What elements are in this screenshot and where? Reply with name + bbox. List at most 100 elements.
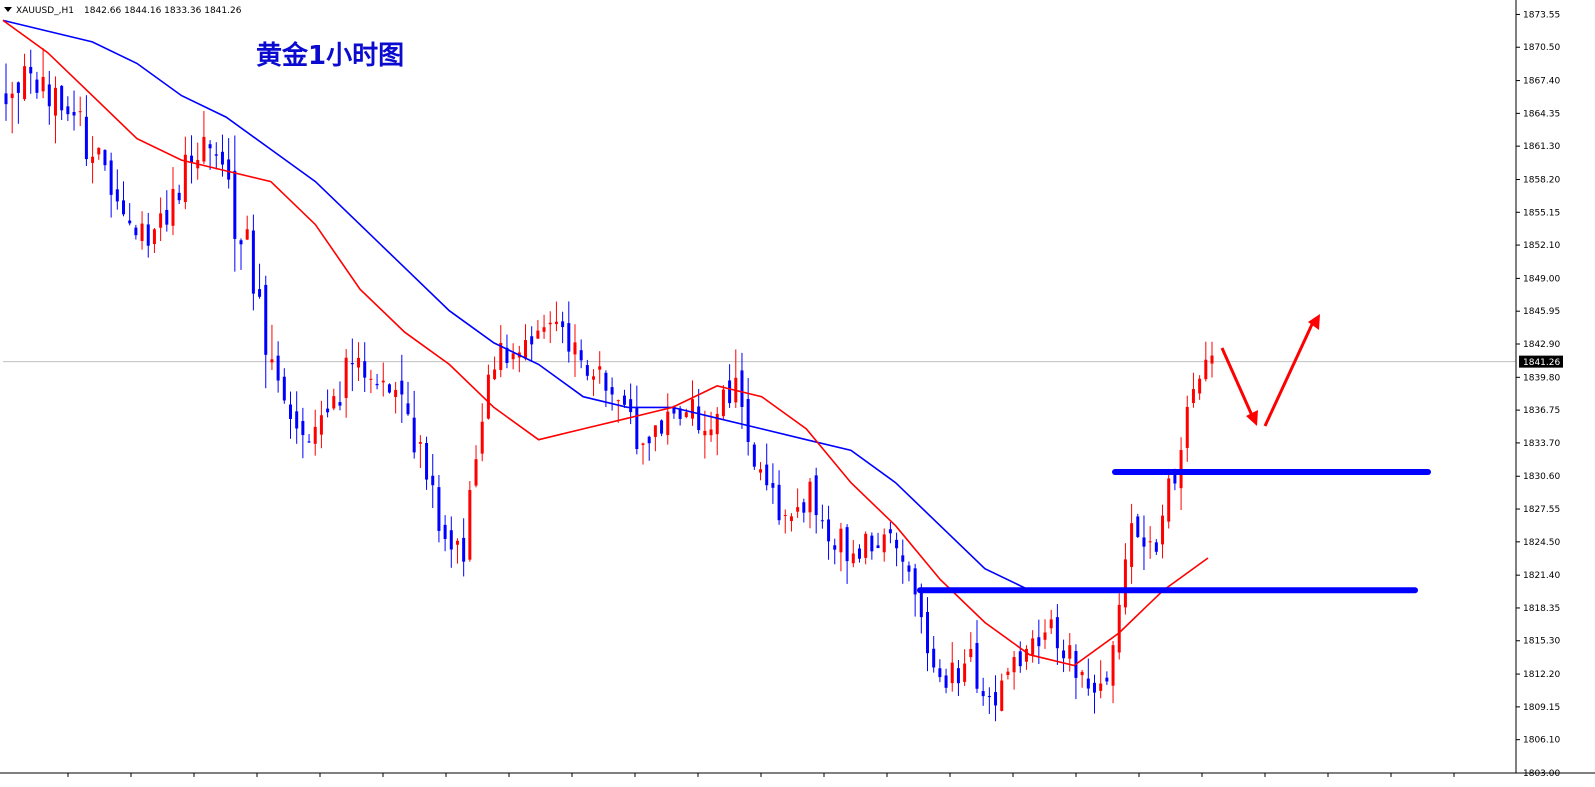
candle bbox=[462, 518, 466, 577]
down-arrow-stroke bbox=[1220, 347, 1256, 421]
candle bbox=[746, 378, 750, 456]
candle bbox=[122, 181, 126, 217]
candle bbox=[480, 403, 484, 462]
candle-body bbox=[140, 223, 144, 241]
candle bbox=[864, 531, 868, 565]
candle bbox=[969, 632, 973, 663]
candle-body bbox=[994, 692, 998, 706]
candle-body bbox=[468, 490, 472, 560]
candle-body bbox=[796, 507, 800, 512]
candle-body bbox=[183, 154, 187, 202]
candle-body bbox=[585, 365, 589, 376]
ma-slow-line bbox=[2, 19, 1208, 591]
candle-body bbox=[783, 514, 787, 516]
candle-body bbox=[678, 408, 682, 419]
candle-body bbox=[1130, 523, 1134, 567]
candle-body bbox=[109, 160, 113, 195]
candle bbox=[474, 445, 478, 488]
candle bbox=[146, 212, 150, 258]
candle-body bbox=[721, 389, 725, 417]
candle-body bbox=[72, 112, 76, 116]
candle bbox=[1111, 641, 1115, 704]
y-tick-label: 1861.30 bbox=[1523, 142, 1560, 152]
chevron-down-icon[interactable] bbox=[4, 7, 12, 12]
candle bbox=[1012, 651, 1016, 690]
candle bbox=[1086, 658, 1090, 696]
forecast-arrows bbox=[1220, 314, 1320, 427]
candle bbox=[857, 544, 861, 563]
candle bbox=[703, 410, 707, 459]
y-tick-label: 1864.35 bbox=[1523, 109, 1560, 119]
candle bbox=[357, 342, 361, 381]
candle-body bbox=[1185, 406, 1189, 448]
candle bbox=[23, 53, 27, 101]
candle-body bbox=[690, 399, 694, 419]
candle bbox=[975, 620, 979, 694]
candle-body bbox=[245, 229, 249, 240]
candle bbox=[833, 538, 837, 565]
candle-body bbox=[332, 396, 336, 409]
candle-body bbox=[641, 443, 645, 445]
candle bbox=[406, 381, 410, 416]
candle bbox=[140, 211, 144, 250]
y-tick-label: 1836.75 bbox=[1523, 406, 1560, 416]
candle-body bbox=[301, 420, 305, 436]
candle bbox=[159, 197, 163, 242]
candle bbox=[1055, 604, 1059, 665]
candle bbox=[759, 462, 763, 481]
candle bbox=[152, 228, 156, 253]
candle-body bbox=[647, 436, 651, 444]
candle bbox=[425, 436, 429, 490]
candle bbox=[369, 369, 373, 394]
candle-body bbox=[1142, 537, 1146, 547]
candle-body bbox=[1037, 637, 1041, 647]
candle-body bbox=[926, 612, 930, 654]
y-tick-label: 1803.00 bbox=[1523, 769, 1560, 779]
candle bbox=[1198, 375, 1202, 400]
candle bbox=[1210, 341, 1214, 378]
chart-header: XAUUSD_,H1 1842.66 1844.16 1833.36 1841.… bbox=[4, 6, 242, 16]
y-tick-label: 1855.15 bbox=[1523, 208, 1560, 218]
candle bbox=[610, 377, 614, 411]
candle-body bbox=[159, 213, 163, 228]
candle bbox=[165, 190, 169, 232]
candle bbox=[171, 167, 175, 236]
candle bbox=[604, 370, 608, 408]
candle-body bbox=[449, 530, 453, 550]
moving-averages bbox=[2, 19, 1209, 667]
candle bbox=[381, 362, 385, 397]
candle bbox=[47, 70, 51, 125]
candle-body bbox=[740, 370, 744, 408]
candle-body bbox=[202, 136, 206, 162]
candle-body bbox=[808, 481, 812, 513]
candle bbox=[1161, 504, 1165, 559]
candle bbox=[752, 442, 756, 470]
candle bbox=[932, 636, 936, 673]
candle-body bbox=[239, 240, 243, 245]
candle-body bbox=[857, 548, 861, 559]
candle bbox=[276, 341, 280, 393]
candle-body bbox=[369, 378, 373, 380]
candle bbox=[4, 63, 8, 121]
candle-body bbox=[122, 200, 126, 215]
candle-body bbox=[1086, 678, 1090, 689]
candle-body bbox=[1099, 683, 1103, 691]
candle bbox=[820, 504, 824, 529]
candle bbox=[455, 538, 459, 564]
candle-body bbox=[66, 106, 70, 115]
candle-body bbox=[1210, 355, 1214, 364]
candle-body bbox=[901, 555, 905, 562]
symbol-label: XAUUSD_,H1 bbox=[16, 6, 74, 16]
candle bbox=[1031, 630, 1035, 663]
candle-body bbox=[115, 189, 119, 202]
candle-body bbox=[765, 464, 769, 486]
candle bbox=[10, 81, 14, 134]
candle bbox=[183, 136, 187, 210]
candle-body bbox=[29, 66, 33, 74]
candle-body bbox=[264, 284, 268, 355]
candle bbox=[765, 443, 769, 491]
candle bbox=[16, 81, 20, 124]
y-tick-label: 1873.55 bbox=[1523, 10, 1560, 20]
